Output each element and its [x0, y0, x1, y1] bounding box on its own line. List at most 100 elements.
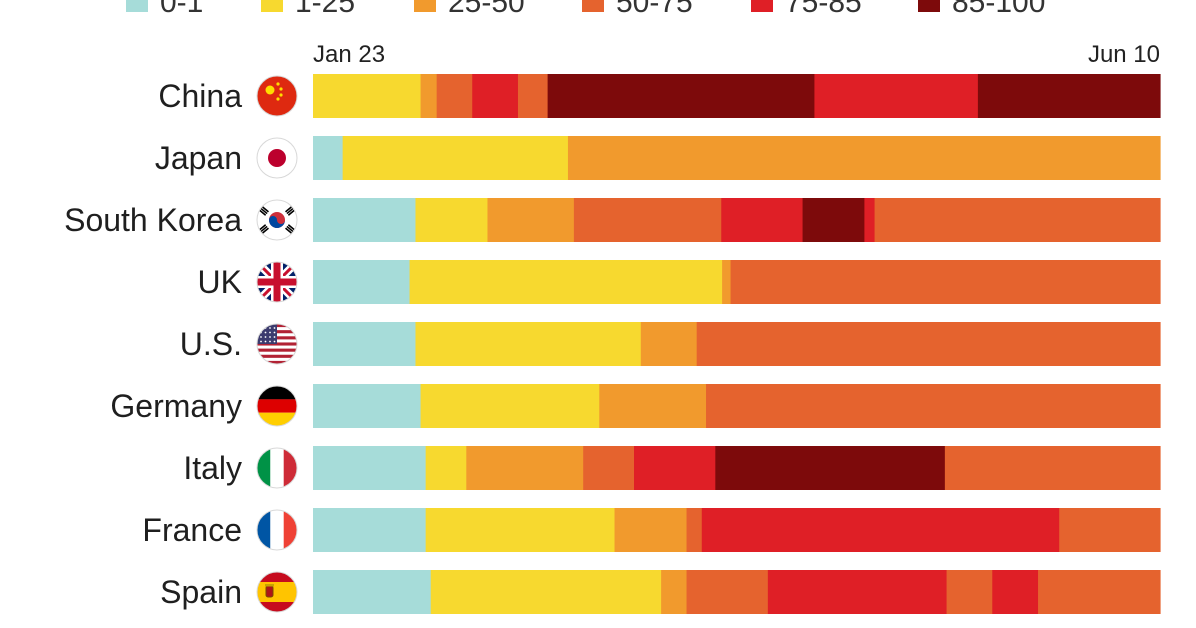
legend-swatch	[751, 0, 773, 12]
legend-swatch	[414, 0, 436, 12]
x-axis-end-label: Jun 10	[1088, 41, 1160, 68]
bar-segment-0-1	[313, 260, 411, 304]
italy-flag-icon	[256, 447, 298, 489]
row-spain: Spain	[160, 570, 1161, 614]
legend-label: 50-75	[616, 0, 693, 19]
legend-item-1-25: 1-25	[261, 0, 355, 19]
bar-segment-0-1	[313, 136, 344, 180]
bar-segment-50-75	[1059, 508, 1161, 552]
bar-segment-25-50	[466, 446, 584, 490]
bar-segment-25-50	[487, 198, 575, 242]
bar-segment-50-75	[730, 260, 1161, 304]
bar-segment-25-50	[661, 570, 688, 614]
bar-segment-50-75	[946, 570, 993, 614]
france-flag-icon	[256, 509, 298, 551]
uk-flag-icon	[256, 261, 298, 303]
bar-segment-75-85	[701, 508, 1060, 552]
legend-swatch	[126, 0, 148, 12]
row-uk: UK	[198, 260, 1161, 304]
japan-flag-icon	[256, 137, 298, 179]
bar-segment-75-85	[721, 198, 804, 242]
legend-label: 25-50	[448, 0, 525, 19]
bar-segment-50-75	[573, 198, 722, 242]
bar-segment-1-25	[420, 384, 600, 428]
bar-segment-85-100	[977, 74, 1161, 118]
bar-segment-25-50	[420, 74, 438, 118]
legend-label: 0-1	[160, 0, 203, 19]
bar-segment-75-85	[634, 446, 716, 490]
bar-segment-25-50	[640, 322, 698, 366]
bar-segment-0-1	[313, 508, 427, 552]
legend-swatch	[261, 0, 283, 12]
legend-item-50-75: 50-75	[582, 0, 693, 19]
country-label: Italy	[183, 450, 242, 486]
x-axis-start-label: Jan 23	[313, 41, 385, 68]
bar-segment-25-50	[599, 384, 707, 428]
bar-segment-50-75	[874, 198, 1161, 242]
bar-segment-50-75	[583, 446, 635, 490]
bar-segment-1-25	[415, 198, 489, 242]
bar-segment-1-25	[430, 570, 662, 614]
bar-segment-1-25	[342, 136, 569, 180]
bar-segment-50-75	[944, 446, 1161, 490]
bar-segment-85-100	[802, 198, 865, 242]
bar-segment-50-75	[686, 570, 769, 614]
country-label: South Korea	[64, 202, 242, 238]
bar-segment-75-85	[864, 198, 876, 242]
country-label: Japan	[155, 140, 242, 176]
row-south-korea: South Korea	[64, 198, 1161, 242]
legend-item-0-1: 0-1	[126, 0, 203, 19]
row-france: France	[142, 508, 1161, 552]
row-germany: Germany	[110, 384, 1161, 428]
bar-segment-1-25	[425, 508, 616, 552]
bar-segment-25-50	[722, 260, 732, 304]
germany-flag-icon	[256, 385, 298, 427]
country-label: China	[158, 78, 242, 114]
spain-flag-icon	[256, 571, 298, 613]
bar-segment-1-25	[415, 322, 642, 366]
legend-label: 1-25	[295, 0, 355, 19]
china-flag-icon	[256, 75, 298, 117]
south-korea-flag-icon	[256, 199, 298, 241]
bar-segment-0-1	[313, 384, 422, 428]
bar-segment-50-75	[517, 74, 549, 118]
country-label: Spain	[160, 574, 242, 610]
bar-segment-75-85	[992, 570, 1039, 614]
bar-segment-75-85	[767, 570, 948, 614]
legend-swatch	[582, 0, 604, 12]
bar-segment-85-100	[547, 74, 816, 118]
bar-segment-25-50	[614, 508, 688, 552]
bar-segment-50-75	[686, 508, 703, 552]
country-label: U.S.	[180, 326, 242, 362]
bar-segment-75-85	[472, 74, 519, 118]
row-japan: Japan	[155, 136, 1161, 180]
legend-swatch	[918, 0, 940, 12]
row-china: China	[158, 74, 1161, 118]
bar-segment-0-1	[313, 322, 417, 366]
chart-rows: China Japan South Korea UK U.S. Germany Italy F…	[64, 74, 1161, 614]
legend-label: 75-85	[785, 0, 862, 19]
us-flag-icon	[256, 323, 298, 365]
bar-segment-50-75	[436, 74, 473, 118]
bar-segment-1-25	[425, 446, 467, 490]
country-label: Germany	[110, 388, 242, 424]
bar-segment-75-85	[814, 74, 979, 118]
legend-label: 85-100	[952, 0, 1045, 19]
bar-segment-0-1	[313, 198, 417, 242]
legend-item-75-85: 75-85	[751, 0, 862, 19]
country-label: France	[142, 512, 242, 548]
bar-segment-1-25	[409, 260, 723, 304]
legend-item-25-50: 25-50	[414, 0, 525, 19]
bar-segment-50-75	[1038, 570, 1161, 614]
bar-segment-1-25	[313, 74, 422, 118]
country-label: UK	[198, 264, 242, 300]
row-italy: Italy	[183, 446, 1161, 490]
bar-segment-0-1	[313, 570, 432, 614]
bar-segment-50-75	[696, 322, 1161, 366]
bar-segment-0-1	[313, 446, 427, 490]
bar-segment-50-75	[706, 384, 1161, 428]
bar-segment-25-50	[567, 136, 1161, 180]
legend: 0-1 1-25 25-50 50-75 75-85 85-100	[126, 0, 1045, 19]
legend-item-85-100: 85-100	[918, 0, 1045, 19]
